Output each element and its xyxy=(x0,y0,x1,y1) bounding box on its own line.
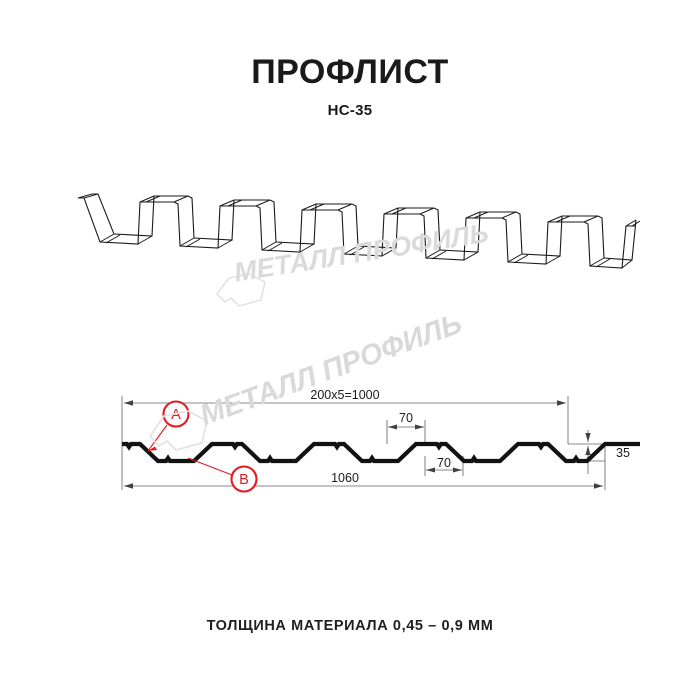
dimension-text-height: 35 xyxy=(616,446,630,460)
callout-marker-b[interactable]: B xyxy=(230,465,258,493)
perspective-near-edge xyxy=(78,197,636,269)
dimension-lines xyxy=(121,396,606,490)
callout-group: A B xyxy=(147,400,258,493)
callout-label-b: B xyxy=(239,472,249,488)
page-title: ПРОФЛИСТ xyxy=(251,53,449,91)
section-svg: 200x5=1000 70 70 35 1060 A B xyxy=(121,388,640,493)
page-header: ПРОФЛИСТ НС-35 xyxy=(0,52,700,119)
dimension-text-top-flange: 70 xyxy=(399,411,413,425)
perspective-svg xyxy=(77,193,641,269)
dimension-arrowheads xyxy=(124,400,603,489)
callout-leader-a xyxy=(147,424,168,452)
perspective-ribs xyxy=(77,193,641,269)
perspective-drawing xyxy=(70,180,641,320)
dimension-text-bottom-flange: 70 xyxy=(437,456,451,470)
dimension-text-overall-width: 1060 xyxy=(331,471,359,485)
material-thickness-caption: ТОЛЩИНА МАТЕРИАЛА 0,45 – 0,9 ММ xyxy=(206,618,494,634)
callout-label-a: A xyxy=(171,407,181,423)
section-drawing: 200x5=1000 70 70 35 1060 A B xyxy=(100,378,640,513)
profile-code-subtitle: НС-35 xyxy=(327,102,373,119)
callout-marker-a[interactable]: A xyxy=(162,400,190,428)
perspective-far-edge xyxy=(92,193,637,261)
profile-section-polyline xyxy=(122,441,640,464)
callout-leader-b xyxy=(187,457,233,476)
dimension-text-pitch: 200x5=1000 xyxy=(310,388,379,402)
